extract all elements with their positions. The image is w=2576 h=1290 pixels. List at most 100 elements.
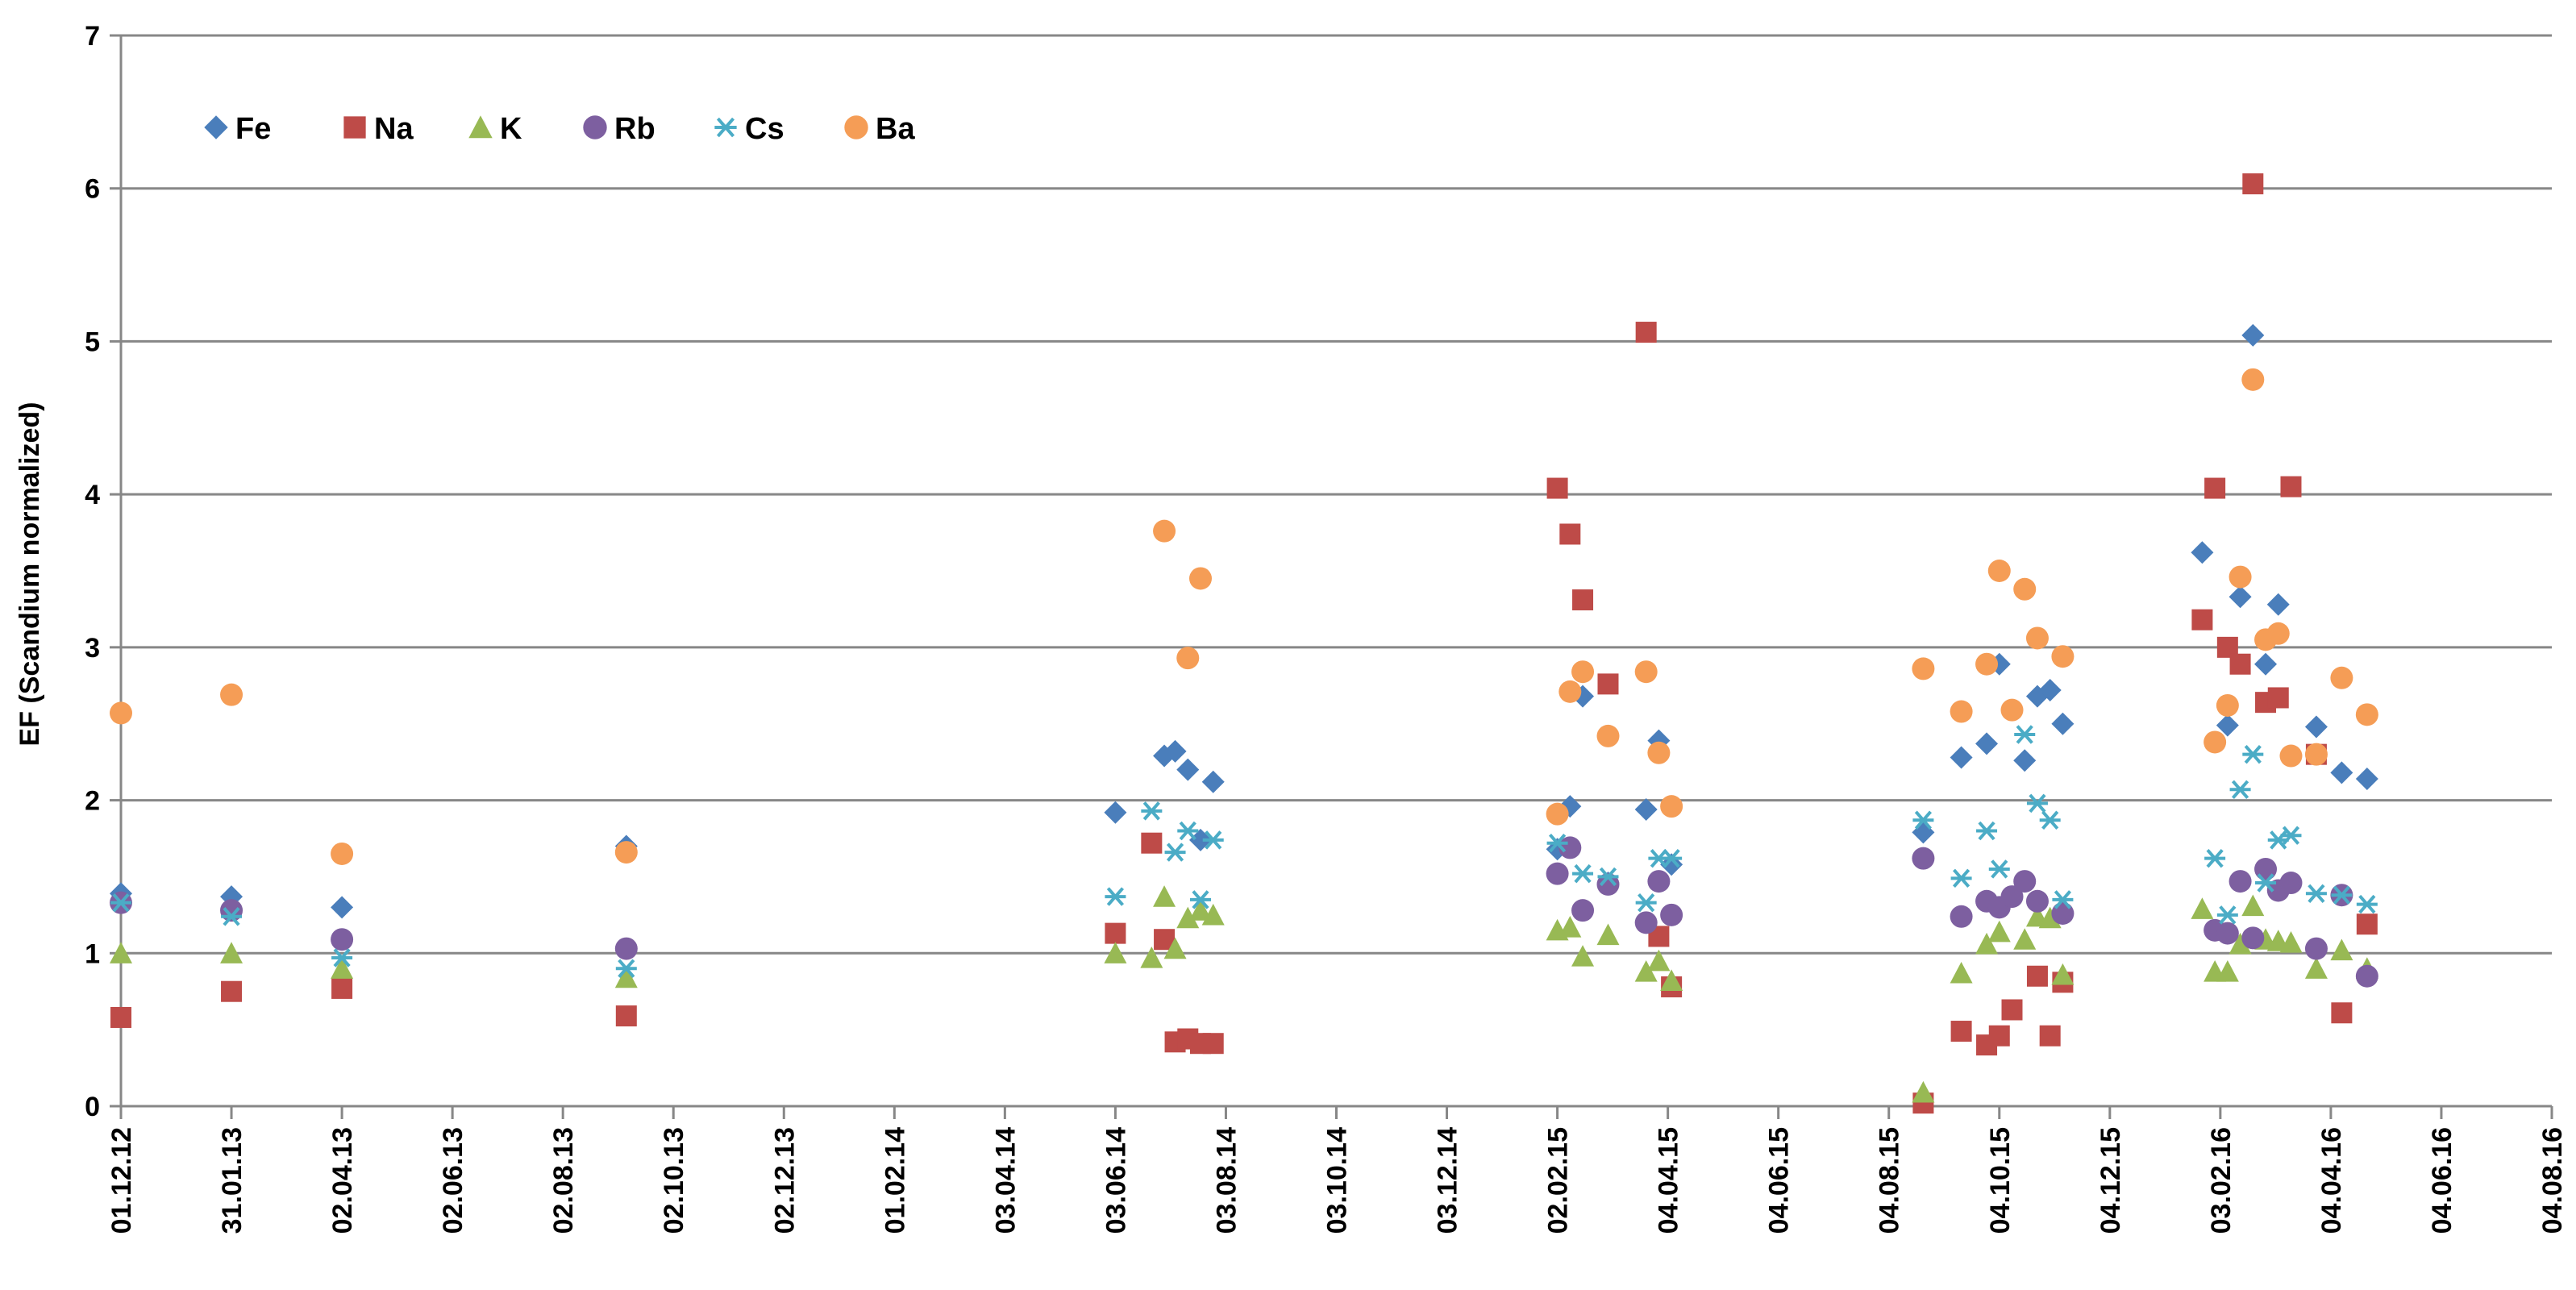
cs-legend-label: Cs <box>745 112 784 146</box>
na-data-point <box>2280 476 2302 497</box>
na-data-point <box>1988 1025 2010 1047</box>
cs-data-point <box>2331 885 2353 905</box>
ba-data-point <box>2025 626 2049 650</box>
k-data-point <box>614 966 638 988</box>
ba-data-point <box>1950 700 1973 723</box>
x-tick-label: 02.10.13 <box>659 1127 689 1234</box>
rb-data-point <box>2025 889 2049 913</box>
na-data-point <box>2267 687 2289 709</box>
ba-data-point <box>2204 730 2227 754</box>
x-tick-label: 04.06.15 <box>1764 1127 1795 1234</box>
y-tick-labels: 0 1 2 3 4 5 6 7 <box>85 21 100 1122</box>
fe-data-point <box>2330 761 2353 784</box>
y-tick-label: 1 <box>85 938 100 969</box>
fe-data-point <box>2304 715 2328 739</box>
ba-data-point <box>1176 647 1200 670</box>
cs-data-point <box>1950 868 1972 888</box>
rb-legend-label: Rb <box>614 112 655 146</box>
cs-data-point <box>2255 873 2277 893</box>
fe-data-point <box>1634 797 1658 821</box>
k-data-point <box>1596 923 1620 946</box>
y-tick-label: 6 <box>85 174 100 205</box>
fe-data-point <box>1201 770 1225 793</box>
fe-data-point <box>2266 593 2290 616</box>
fe-legend-marker <box>204 115 228 139</box>
x-tick-label: 02.04.13 <box>327 1127 358 1234</box>
cs-data-point <box>2026 793 2048 814</box>
x-tick-label: 04.08.16 <box>2537 1127 2568 1234</box>
na-data-point <box>2331 1002 2353 1024</box>
y-tick-label: 7 <box>85 21 100 52</box>
k-data-point <box>2304 957 2328 979</box>
ba-data-point <box>2330 666 2353 689</box>
na-data-point <box>1635 322 1657 343</box>
na-data-point <box>2229 653 2251 675</box>
k-data-point <box>331 957 354 979</box>
cs-data-point <box>2229 780 2251 800</box>
ba-legend-label: Ba <box>876 112 915 146</box>
data-points <box>110 173 2378 1114</box>
k-data-point <box>1163 937 1187 959</box>
ba-data-point <box>2216 693 2239 717</box>
na-data-point <box>331 977 353 999</box>
ba-data-point <box>220 683 243 706</box>
cs-data-point <box>1635 893 1657 913</box>
k-data-point <box>1975 932 1999 955</box>
k-data-point <box>1660 969 1683 992</box>
rb-legend-marker <box>583 115 607 139</box>
ba-data-point <box>1987 560 2011 582</box>
rb-data-point <box>2304 937 2328 960</box>
fe-data-point <box>2241 323 2265 347</box>
fe-data-point <box>2038 678 2062 701</box>
ba-data-point <box>2013 577 2037 601</box>
x-tick-label: 03.10.14 <box>1322 1127 1353 1234</box>
cs-data-point <box>331 948 353 968</box>
rb-data-point <box>2013 870 2037 893</box>
x-tick-label: 04.10.15 <box>1985 1127 2016 1234</box>
k-data-point <box>1571 945 1595 967</box>
rb-data-point <box>1912 847 1935 870</box>
cs-data-point <box>2305 884 2327 904</box>
x-tick-label: 01.02.14 <box>880 1127 910 1234</box>
y-tick-label: 2 <box>85 786 100 817</box>
rb-data-point <box>2216 922 2239 945</box>
rb-data-point <box>2279 872 2303 895</box>
cs-data-point <box>2052 890 2074 909</box>
k-data-point <box>1634 960 1658 982</box>
fe-data-point <box>1104 801 1127 824</box>
k-data-point <box>110 942 132 963</box>
na-data-point <box>1546 477 1568 499</box>
y-tick-label: 3 <box>85 633 100 664</box>
na-data-point <box>2026 965 2048 987</box>
rb-data-point <box>1660 903 1683 926</box>
x-tick-label: 02.06.13 <box>438 1127 468 1234</box>
fe-data-point <box>2013 749 2037 772</box>
rb-data-point <box>2229 870 2252 893</box>
na-data-point <box>1141 832 1163 854</box>
x-tick-label: 04.04.16 <box>2316 1127 2347 1234</box>
rb-data-point <box>1647 870 1671 893</box>
k-data-point <box>1559 916 1582 938</box>
na-data-point <box>1950 1021 1972 1042</box>
cs-data-point <box>1177 821 1199 841</box>
rb-data-point <box>1950 905 1973 928</box>
rb-data-point <box>2254 857 2278 880</box>
k-data-point <box>2191 897 2214 919</box>
rb-data-point <box>1596 872 1620 896</box>
k-data-point <box>1189 899 1213 921</box>
x-tick-label: 02.02.15 <box>1543 1127 1574 1234</box>
cs-data-point <box>110 893 131 913</box>
y-tick-label: 0 <box>85 1092 100 1122</box>
na-data-point <box>1572 589 1594 611</box>
cs-data-point <box>221 907 243 926</box>
fe-data-point <box>2229 585 2252 609</box>
ba-data-point <box>1912 657 1935 680</box>
rb-data-point <box>2355 964 2378 988</box>
na-data-point <box>615 1005 637 1027</box>
axes <box>110 34 2553 1119</box>
fe-data-point <box>2216 714 2239 737</box>
x-tick-label: 04.12.15 <box>2095 1127 2126 1234</box>
fe-legend-label: Fe <box>235 112 271 146</box>
cs-data-point <box>1988 859 2010 879</box>
